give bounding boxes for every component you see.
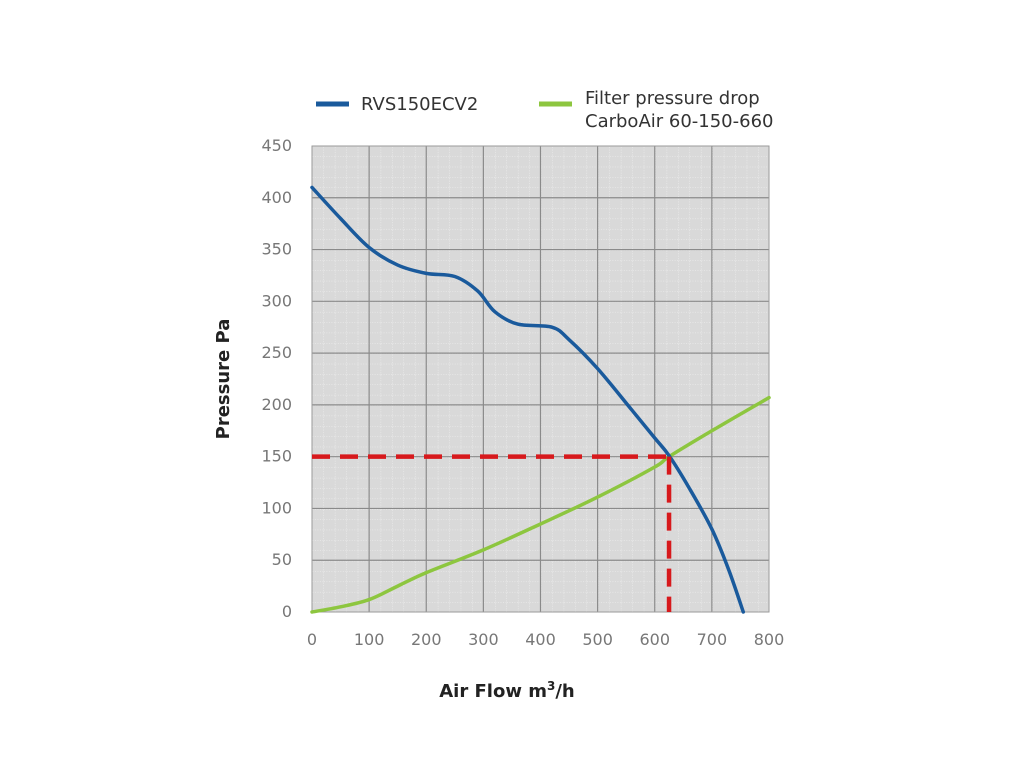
- y-tick-label: 0: [282, 602, 292, 621]
- annotation-layer: [312, 454, 672, 612]
- y-tick-label: 300: [261, 291, 292, 310]
- x-axis-ticks: 0 100 200 300 400 500 600 700 800: [307, 630, 784, 649]
- x-tick-label: 400: [525, 630, 556, 649]
- y-tick-label: 450: [261, 136, 292, 155]
- y-tick-label: 50: [272, 550, 292, 569]
- x-tick-label: 800: [754, 630, 785, 649]
- series-layer: [310, 185, 771, 614]
- legend-label-rvs150ecv2: RVS150ECV2: [361, 94, 478, 115]
- x-tick-label: 0: [307, 630, 317, 649]
- x-axis-title-sup: 3: [547, 679, 555, 693]
- y-axis-ticks: 0 50 100 150 200 250 300 350 400 450: [261, 136, 292, 621]
- legend-label-filter-line2: CarboAir 60-150-660: [585, 111, 773, 132]
- x-tick-label: 600: [639, 630, 670, 649]
- y-tick-label: 150: [261, 447, 292, 466]
- y-tick-label: 350: [261, 240, 292, 259]
- x-tick-label: 500: [582, 630, 613, 649]
- x-tick-label: 100: [354, 630, 385, 649]
- x-tick-label: 300: [468, 630, 499, 649]
- x-tick-label: 700: [697, 630, 728, 649]
- y-tick-label: 400: [261, 188, 292, 207]
- series-line-filter-pressure-drop: [310, 395, 771, 614]
- legend: RVS150ECV2 Filter pressure drop CarboAir…: [316, 88, 773, 132]
- legend-label-filter-line1: Filter pressure drop: [585, 88, 760, 109]
- y-tick-label: 100: [261, 498, 292, 517]
- y-tick-label: 200: [261, 395, 292, 414]
- x-axis-title-main: Air Flow m: [439, 681, 547, 702]
- plot-area: [311, 145, 770, 613]
- y-tick-label: 250: [261, 343, 292, 362]
- x-tick-label: 200: [411, 630, 442, 649]
- x-axis-title: Air Flow m3/h: [439, 679, 574, 702]
- series-line-rvs150ecv2: [310, 185, 746, 614]
- plot-frame: [311, 145, 770, 613]
- y-axis-title: Pressure Pa: [213, 319, 234, 440]
- x-axis-title-tail: /h: [555, 681, 574, 702]
